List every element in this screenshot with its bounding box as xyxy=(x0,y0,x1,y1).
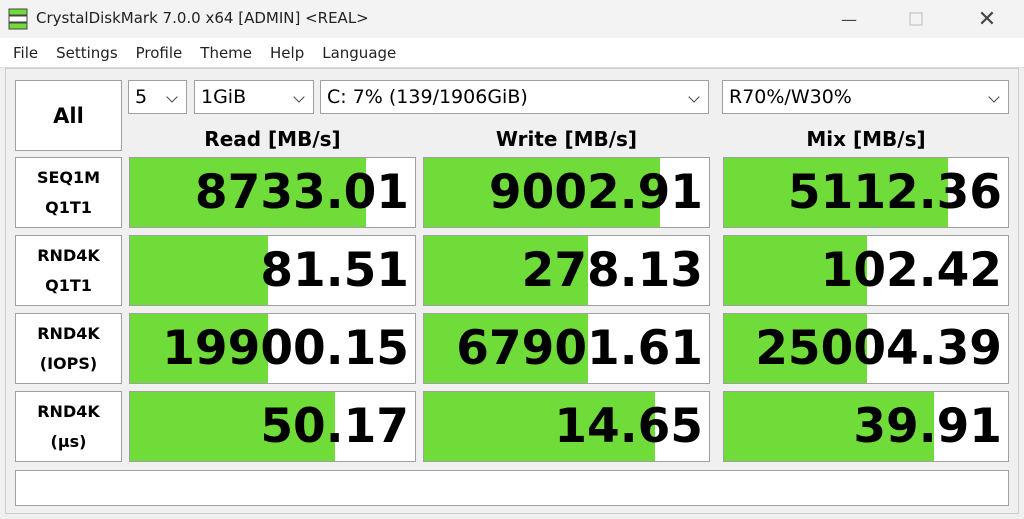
row-label[interactable]: RND4K Q1T1 xyxy=(15,235,122,306)
drive-dropdown[interactable]: C: 7% (139/1906GiB) xyxy=(320,80,709,114)
result-cell: 50.17 xyxy=(129,391,416,462)
result-bar xyxy=(424,314,588,383)
app-icon xyxy=(8,8,28,30)
row-label[interactable]: RND4K (IOPS) xyxy=(15,313,122,384)
result-bar xyxy=(130,158,366,227)
result-value: 39.91 xyxy=(853,399,1002,454)
result-bar xyxy=(130,314,268,383)
menu-item[interactable]: Theme xyxy=(200,43,253,62)
column-header: Mix [MB/s] xyxy=(806,127,926,151)
row-label-line: RND4K xyxy=(37,323,100,343)
result-cell: 278.13 xyxy=(423,235,710,306)
minimize-button[interactable]: — xyxy=(841,9,857,29)
result-value: 67901.61 xyxy=(456,321,703,376)
result-value: 102.42 xyxy=(820,243,1002,298)
result-cell: 5112.36 xyxy=(723,157,1009,228)
result-value: 19900.15 xyxy=(162,321,409,376)
result-value: 81.51 xyxy=(260,243,409,298)
result-bar xyxy=(724,236,867,305)
row-label-line: RND4K xyxy=(37,401,100,421)
menu-item[interactable]: Language xyxy=(322,43,397,62)
column-header: Read [MB/s] xyxy=(204,127,341,151)
maximize-button[interactable] xyxy=(893,0,939,38)
result-cell: 67901.61 xyxy=(423,313,710,384)
result-cell: 25004.39 xyxy=(723,313,1009,384)
result-cell: 19900.15 xyxy=(129,313,416,384)
menu-item[interactable]: Settings xyxy=(56,43,118,62)
column-header: Write [MB/s] xyxy=(495,127,638,151)
all-button[interactable]: All xyxy=(15,80,122,151)
result-bar xyxy=(130,236,268,305)
result-cell: 9002.91 xyxy=(423,157,710,228)
result-value: 5112.36 xyxy=(787,165,1002,220)
result-value: 278.13 xyxy=(521,243,703,298)
size-dropdown[interactable]: 1GiB xyxy=(194,80,314,114)
result-value: 50.17 xyxy=(260,399,409,454)
row-label[interactable]: RND4K (µs) xyxy=(15,391,122,462)
result-bar xyxy=(724,314,867,383)
result-bar xyxy=(424,392,655,461)
result-bar xyxy=(130,392,335,461)
row-label-line: SEQ1M xyxy=(36,167,101,187)
result-cell: 14.65 xyxy=(423,391,710,462)
result-bar xyxy=(724,158,948,227)
row-label-line: RND4K xyxy=(37,245,100,265)
row-label[interactable]: SEQ1M Q1T1 xyxy=(15,157,122,228)
result-cell: 81.51 xyxy=(129,235,416,306)
window-title: CrystalDiskMark 7.0.0 x64 [ADMIN] <REAL> xyxy=(36,9,369,27)
menu-bar: File Settings Profile Theme Help Language xyxy=(0,38,1024,68)
result-bar xyxy=(724,392,934,461)
result-bar xyxy=(424,158,660,227)
row-label-line: Q1T1 xyxy=(45,275,92,295)
menu-item[interactable]: Profile xyxy=(135,43,183,62)
result-value: 8733.01 xyxy=(194,165,409,220)
main-panel xyxy=(5,68,1019,514)
close-button[interactable]: ✕ xyxy=(977,6,997,32)
result-cell: 8733.01 xyxy=(129,157,416,228)
result-cell: 102.42 xyxy=(723,235,1009,306)
result-value: 9002.91 xyxy=(488,165,703,220)
count-dropdown[interactable]: 5 xyxy=(128,80,187,114)
menu-item[interactable]: File xyxy=(13,43,39,62)
mix-dropdown[interactable]: R70%/W30% xyxy=(722,80,1009,114)
result-value: 14.65 xyxy=(554,399,703,454)
row-label-line: (µs) xyxy=(50,431,87,451)
row-label-line: Q1T1 xyxy=(45,197,92,217)
row-label-line: (IOPS) xyxy=(39,353,98,373)
result-bar xyxy=(424,236,588,305)
title-bar: CrystalDiskMark 7.0.0 x64 [ADMIN] <REAL>… xyxy=(0,0,1024,38)
result-value: 25004.39 xyxy=(755,321,1002,376)
result-cell: 39.91 xyxy=(723,391,1009,462)
status-box xyxy=(15,470,1009,506)
menu-item[interactable]: Help xyxy=(270,43,305,62)
